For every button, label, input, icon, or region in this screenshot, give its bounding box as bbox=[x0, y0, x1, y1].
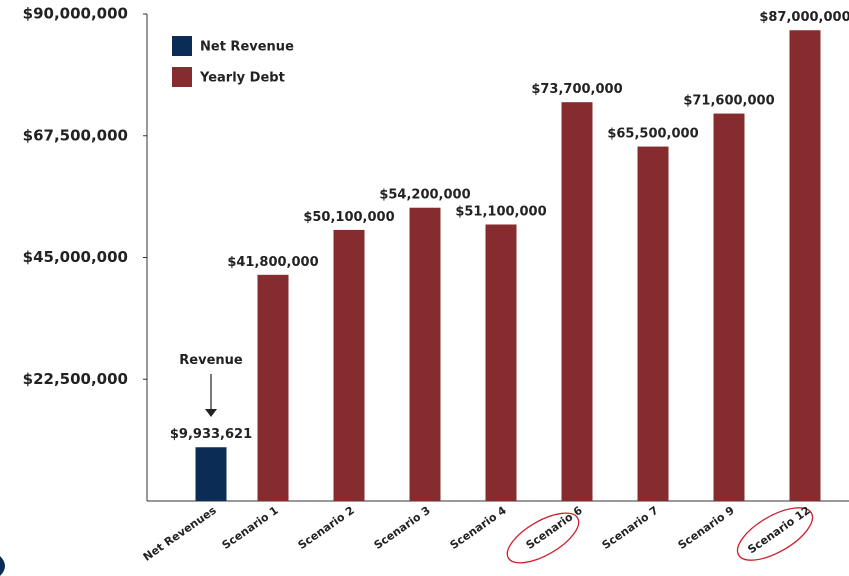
annotation-arrowhead bbox=[205, 409, 217, 417]
corner-decoration bbox=[0, 556, 5, 576]
value-label: $41,800,000 bbox=[227, 255, 318, 270]
bar bbox=[257, 274, 289, 501]
y-tick-label: $45,000,000 bbox=[23, 248, 128, 266]
value-label: $50,100,000 bbox=[303, 210, 394, 225]
bar bbox=[637, 146, 669, 502]
highlight-circle bbox=[506, 512, 580, 564]
value-label: $71,600,000 bbox=[683, 94, 774, 109]
bar bbox=[409, 207, 441, 501]
highlight-circle bbox=[736, 507, 814, 561]
x-tick-label: Scenario 4 bbox=[448, 504, 509, 552]
legend-swatch bbox=[172, 67, 192, 87]
x-tick-label: Scenario 2 bbox=[296, 504, 357, 552]
y-tick-label: $67,500,000 bbox=[23, 126, 128, 144]
annotation: Revenue bbox=[179, 353, 243, 368]
value-label: $54,200,000 bbox=[379, 188, 470, 203]
x-tick-label: Scenario 3 bbox=[372, 504, 433, 552]
value-label: $9,933,621 bbox=[170, 427, 252, 442]
bar bbox=[485, 224, 517, 501]
x-tick-label: Scenario 6 bbox=[524, 504, 585, 552]
value-label: $51,100,000 bbox=[455, 204, 546, 219]
x-tick-label: Net Revenues bbox=[141, 504, 219, 564]
bar bbox=[195, 447, 227, 501]
legend-label: Net Revenue bbox=[200, 40, 294, 55]
legend-swatch bbox=[172, 36, 192, 56]
y-tick-label: $22,500,000 bbox=[23, 370, 128, 388]
x-tick-label: Scenario 9 bbox=[676, 504, 737, 552]
value-label: $65,500,000 bbox=[607, 127, 698, 142]
bar bbox=[789, 30, 821, 501]
x-tick-label: Scenario 7 bbox=[600, 504, 661, 552]
value-label: $87,000,000 bbox=[759, 10, 849, 25]
x-tick-label: Scenario 1 bbox=[220, 504, 281, 552]
value-label: $73,700,000 bbox=[531, 82, 622, 97]
bar bbox=[561, 102, 593, 501]
bar bbox=[713, 113, 745, 501]
legend-label: Yearly Debt bbox=[199, 71, 285, 86]
y-tick-label: $90,000,000 bbox=[23, 5, 128, 23]
bar bbox=[333, 229, 365, 502]
